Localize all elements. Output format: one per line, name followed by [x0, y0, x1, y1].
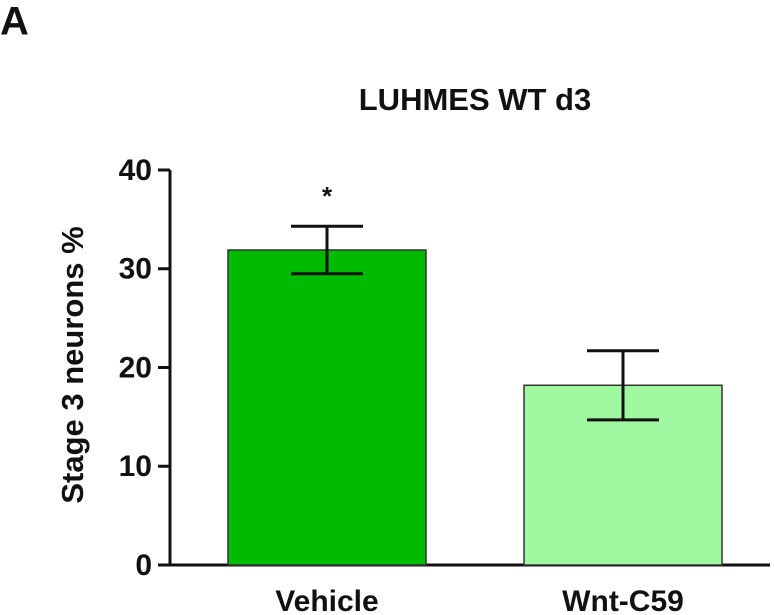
- annotation: *: [322, 181, 333, 211]
- x-tick-label: Wnt-C59: [562, 585, 684, 615]
- y-tick-label: 20: [119, 351, 152, 384]
- bar: [227, 249, 427, 566]
- y-tick-label: 40: [119, 154, 152, 187]
- y-tick-label: 10: [119, 450, 152, 483]
- y-tick-label: 0: [135, 549, 152, 582]
- y-tick-label: 30: [119, 253, 152, 286]
- panel-label: A: [0, 0, 29, 44]
- x-tick-label: Vehicle: [275, 585, 378, 615]
- chart-title: LUHMES WT d3: [359, 82, 592, 117]
- y-axis-label: Stage 3 neurons %: [55, 226, 90, 503]
